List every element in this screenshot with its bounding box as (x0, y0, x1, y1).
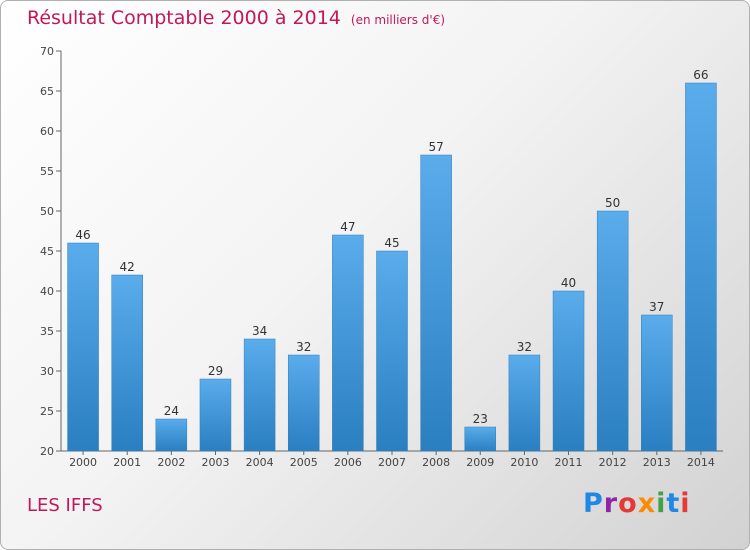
data-label: 47 (340, 220, 355, 234)
bar-2002 (155, 418, 188, 452)
y-tick-label: 60 (40, 125, 54, 138)
x-tick-label: 2009 (466, 456, 494, 469)
place-name: LES IFFS (27, 495, 103, 516)
x-tick-label: 2010 (510, 456, 538, 469)
data-label: 23 (473, 412, 488, 426)
bar-2014 (685, 82, 717, 452)
x-tick-label: 2007 (378, 456, 406, 469)
x-tick-label: 2004 (246, 456, 274, 469)
x-tick-label: 2012 (599, 456, 627, 469)
bar-2001 (111, 274, 143, 452)
x-tick-label: 2002 (157, 456, 185, 469)
bar-2006 (332, 234, 364, 452)
y-tick-label: 45 (40, 245, 54, 258)
y-tick-label: 40 (40, 285, 54, 298)
y-tick-label: 20 (40, 445, 54, 458)
data-label: 57 (428, 140, 443, 154)
bar-2009 (464, 426, 497, 452)
data-label: 45 (384, 236, 399, 250)
x-tick-label: 2011 (555, 456, 583, 469)
proxiti-logo[interactable]: Proxiti (583, 488, 691, 519)
bar-2010 (508, 354, 541, 452)
y-tick-label: 50 (40, 205, 54, 218)
data-label: 37 (649, 300, 664, 314)
logo-letter: x (637, 488, 657, 519)
bar-2012 (596, 210, 629, 452)
data-label: 29 (208, 364, 223, 378)
y-tick-label: 70 (40, 45, 54, 58)
bar-2011 (552, 290, 585, 452)
bar-2004 (243, 338, 276, 452)
data-label: 32 (296, 340, 311, 354)
x-tick-label: 2013 (643, 456, 671, 469)
y-tick-label: 65 (40, 85, 54, 98)
data-label: 34 (252, 324, 267, 338)
chart-title-text: Résultat Comptable 2000 à 2014 (27, 7, 341, 29)
logo-letter: i (656, 488, 667, 519)
chart-labels: 2000 46 2001 42 2002 24 2003 29 2004 34 2005 32 2006… (69, 68, 715, 469)
x-tick-label: 2014 (687, 456, 715, 469)
logo-letter: P (583, 488, 604, 519)
bar-2008 (420, 154, 452, 452)
x-tick-label: 2008 (422, 456, 450, 469)
y-tick-label: 35 (40, 325, 54, 338)
bar-2000 (67, 242, 99, 452)
bar-2003 (199, 378, 232, 452)
chart-bars (67, 82, 717, 452)
data-label: 50 (605, 196, 620, 210)
y-tick-label: 55 (40, 165, 54, 178)
bar-2013 (641, 314, 673, 452)
bar-2005 (287, 354, 320, 452)
bar-2007 (376, 250, 408, 452)
chart-unit: (en milliers d'€) (350, 13, 446, 27)
y-tick-label: 25 (40, 405, 54, 418)
logo-letter: i (680, 488, 691, 519)
chart-title: Résultat Comptable 2000 à 2014 (en millie… (27, 7, 445, 29)
x-tick-label: 2006 (334, 456, 362, 469)
data-label: 32 (517, 340, 532, 354)
logo-letter: o (618, 488, 638, 519)
data-label: 46 (75, 228, 90, 242)
x-tick-label: 2003 (201, 456, 229, 469)
data-label: 40 (561, 276, 576, 290)
data-label: 42 (120, 260, 135, 274)
y-tick-label: 30 (40, 365, 54, 378)
data-label: 66 (693, 68, 708, 82)
x-tick-label: 2000 (69, 456, 97, 469)
x-tick-label: 2005 (290, 456, 318, 469)
logo-letter: t (666, 488, 681, 519)
logo-letter: r (603, 488, 619, 519)
data-label: 24 (164, 404, 179, 418)
x-tick-label: 2001 (113, 456, 141, 469)
